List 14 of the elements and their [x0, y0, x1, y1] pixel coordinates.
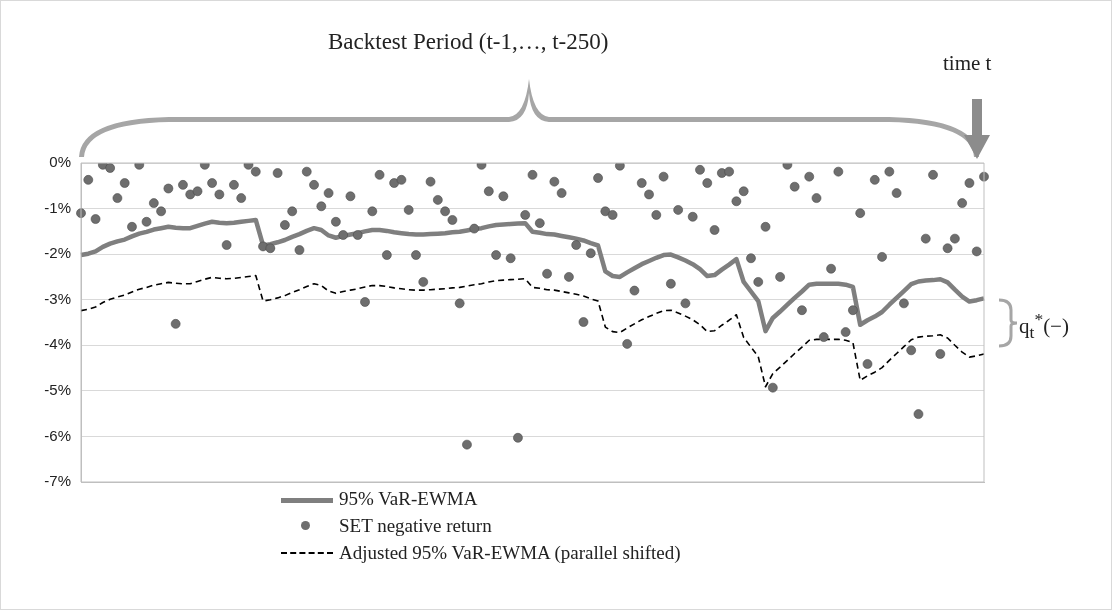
text: time t: [943, 51, 992, 76]
y-tick-label: -4%: [44, 335, 71, 353]
y-tick-label: -7%: [44, 472, 71, 490]
y-tick-label: -2%: [44, 244, 71, 262]
legend-label: 95% VaR-EWMA: [339, 487, 478, 510]
legend-label: Adjusted 95% VaR-EWMA (parallel shifted): [339, 541, 681, 564]
y-tick-label: 0%: [49, 153, 71, 171]
legend-label: SET negative return: [339, 514, 492, 537]
text: Backtest Period (t-1,…, t-250): [328, 29, 609, 55]
y-tick-label: -1%: [44, 198, 71, 216]
y-tick-label: -3%: [44, 289, 71, 307]
y-tick-label: -5%: [44, 381, 71, 398]
y-tick-label: -6%: [44, 426, 71, 444]
text: q$_{t}$$^{*}$(−): [1019, 309, 1069, 344]
